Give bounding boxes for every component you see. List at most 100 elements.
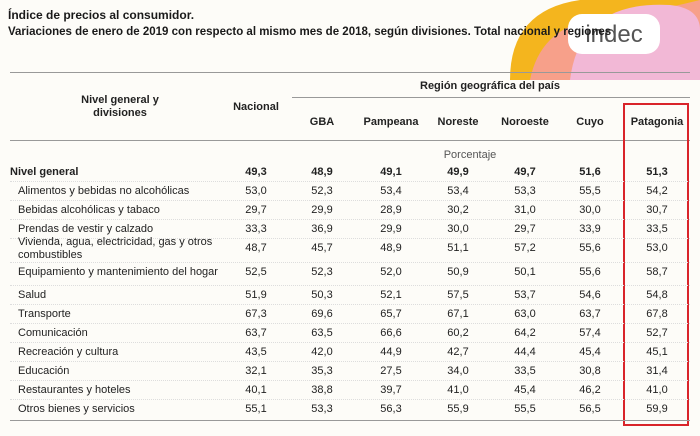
value-cell: 45,4 <box>579 346 601 358</box>
value-cell: 29,9 <box>311 204 333 216</box>
value-cell: 55,5 <box>579 185 601 197</box>
value-cell: 30,8 <box>579 365 601 377</box>
value-cell: 52,0 <box>380 266 402 278</box>
row-separator <box>10 399 690 400</box>
value-cell: 49,9 <box>447 166 469 178</box>
value-cell: 55,5 <box>514 403 536 415</box>
value-cell: 55,6 <box>579 242 601 254</box>
value-cell: 33,5 <box>514 365 536 377</box>
value-cell: 33,3 <box>245 223 267 235</box>
value-cell: 51,1 <box>447 242 469 254</box>
value-cell: 67,8 <box>646 308 668 320</box>
value-cell: 53,3 <box>311 403 333 415</box>
value-cell: 60,2 <box>447 327 469 339</box>
region-column-header: Noroeste <box>501 116 549 128</box>
value-cell: 48,9 <box>380 242 402 254</box>
value-cell: 56,5 <box>579 403 601 415</box>
row-label: Educación <box>18 365 70 377</box>
value-cell: 44,4 <box>514 346 536 358</box>
value-cell: 66,6 <box>380 327 402 339</box>
value-cell: 48,9 <box>311 166 333 178</box>
value-cell: 50,1 <box>514 266 536 278</box>
value-cell: 49,3 <box>245 166 267 178</box>
value-cell: 30,7 <box>646 204 668 216</box>
value-cell: 30,0 <box>579 204 601 216</box>
value-cell: 57,2 <box>514 242 536 254</box>
row-label: Otros bienes y servicios <box>18 403 135 415</box>
value-cell: 63,7 <box>245 327 267 339</box>
value-cell: 51,6 <box>579 166 601 178</box>
value-cell: 53,4 <box>447 185 469 197</box>
row-separator <box>10 238 690 239</box>
value-cell: 44,9 <box>380 346 402 358</box>
header-rule <box>10 140 690 141</box>
value-cell: 48,7 <box>245 242 267 254</box>
row-label: Restaurantes y hoteles <box>18 384 131 396</box>
logo-decoration: indec <box>510 0 700 80</box>
region-column-header: Pampeana <box>363 116 419 128</box>
row-label: Recreación y cultura <box>18 346 119 358</box>
value-cell: 45,7 <box>311 242 333 254</box>
row-separator <box>10 219 690 220</box>
value-cell: 38,8 <box>311 384 333 396</box>
row-separator <box>10 380 690 381</box>
row-separator <box>10 262 690 263</box>
value-cell: 28,9 <box>380 204 402 216</box>
value-cell: 31,0 <box>514 204 536 216</box>
unit: Porcentaje <box>443 149 497 161</box>
row-label: Prendas de vestir y calzado <box>18 223 154 235</box>
highlight-box <box>623 103 689 426</box>
row-separator <box>10 361 690 362</box>
value-cell: 67,3 <box>245 308 267 320</box>
value-cell: 49,1 <box>380 166 402 178</box>
value-cell: 53,0 <box>245 185 267 197</box>
value-cell: 57,5 <box>447 289 469 301</box>
value-cell: 69,6 <box>311 308 333 320</box>
value-cell: 57,4 <box>579 327 601 339</box>
value-cell: 46,2 <box>579 384 601 396</box>
value-cell: 53,0 <box>646 242 668 254</box>
value-cell: 51,9 <box>245 289 267 301</box>
value-cell: 55,1 <box>245 403 267 415</box>
value-cell: 56,3 <box>380 403 402 415</box>
row-separator <box>10 342 690 343</box>
national-header: Nacional <box>233 101 279 113</box>
row-label: Comunicación <box>18 327 88 339</box>
row-label: Vivienda, agua, electricidad, gas y otro… <box>18 236 213 261</box>
region-header: Región geográfica del país <box>420 80 560 92</box>
row-label: Equipamiento y mantenimiento del hogar <box>18 266 218 278</box>
value-cell: 52,1 <box>380 289 402 301</box>
value-cell: 45,4 <box>514 384 536 396</box>
value-cell: 58,7 <box>646 266 668 278</box>
value-cell: 29,7 <box>514 223 536 235</box>
value-cell: 65,7 <box>380 308 402 320</box>
row-label: Alimentos y bebidas no alcohólicas <box>18 185 190 197</box>
value-cell: 55,9 <box>447 403 469 415</box>
value-cell: 31,4 <box>646 365 668 377</box>
value-cell: 30,0 <box>447 223 469 235</box>
value-cell: 67,1 <box>447 308 469 320</box>
value-cell: 54,2 <box>646 185 668 197</box>
value-cell: 50,3 <box>311 289 333 301</box>
value-cell: 33,5 <box>646 223 668 235</box>
logo-text: indec <box>585 21 642 48</box>
row-label: Nivel general <box>10 166 79 178</box>
row-label: Transporte <box>18 308 71 320</box>
logo-box <box>568 14 660 54</box>
region-column-header: Patagonia <box>630 116 684 128</box>
value-cell: 35,3 <box>311 365 333 377</box>
value-cell: 64,2 <box>514 327 536 339</box>
top-rule <box>10 72 690 73</box>
value-cell: 45,1 <box>646 346 668 358</box>
value-cell: 52,7 <box>646 327 668 339</box>
row-separator <box>10 285 690 286</box>
value-cell: 43,5 <box>245 346 267 358</box>
row-separator <box>10 200 690 201</box>
region-column-header: Noreste <box>437 116 479 128</box>
region-column-header: GBA <box>309 116 335 128</box>
value-cell: 51,3 <box>646 166 668 178</box>
value-cell: 27,5 <box>380 365 402 377</box>
value-cell: 50,9 <box>447 266 469 278</box>
value-cell: 52,3 <box>311 185 333 197</box>
subtitle: Variaciones de enero de 2019 con respect… <box>8 26 612 38</box>
